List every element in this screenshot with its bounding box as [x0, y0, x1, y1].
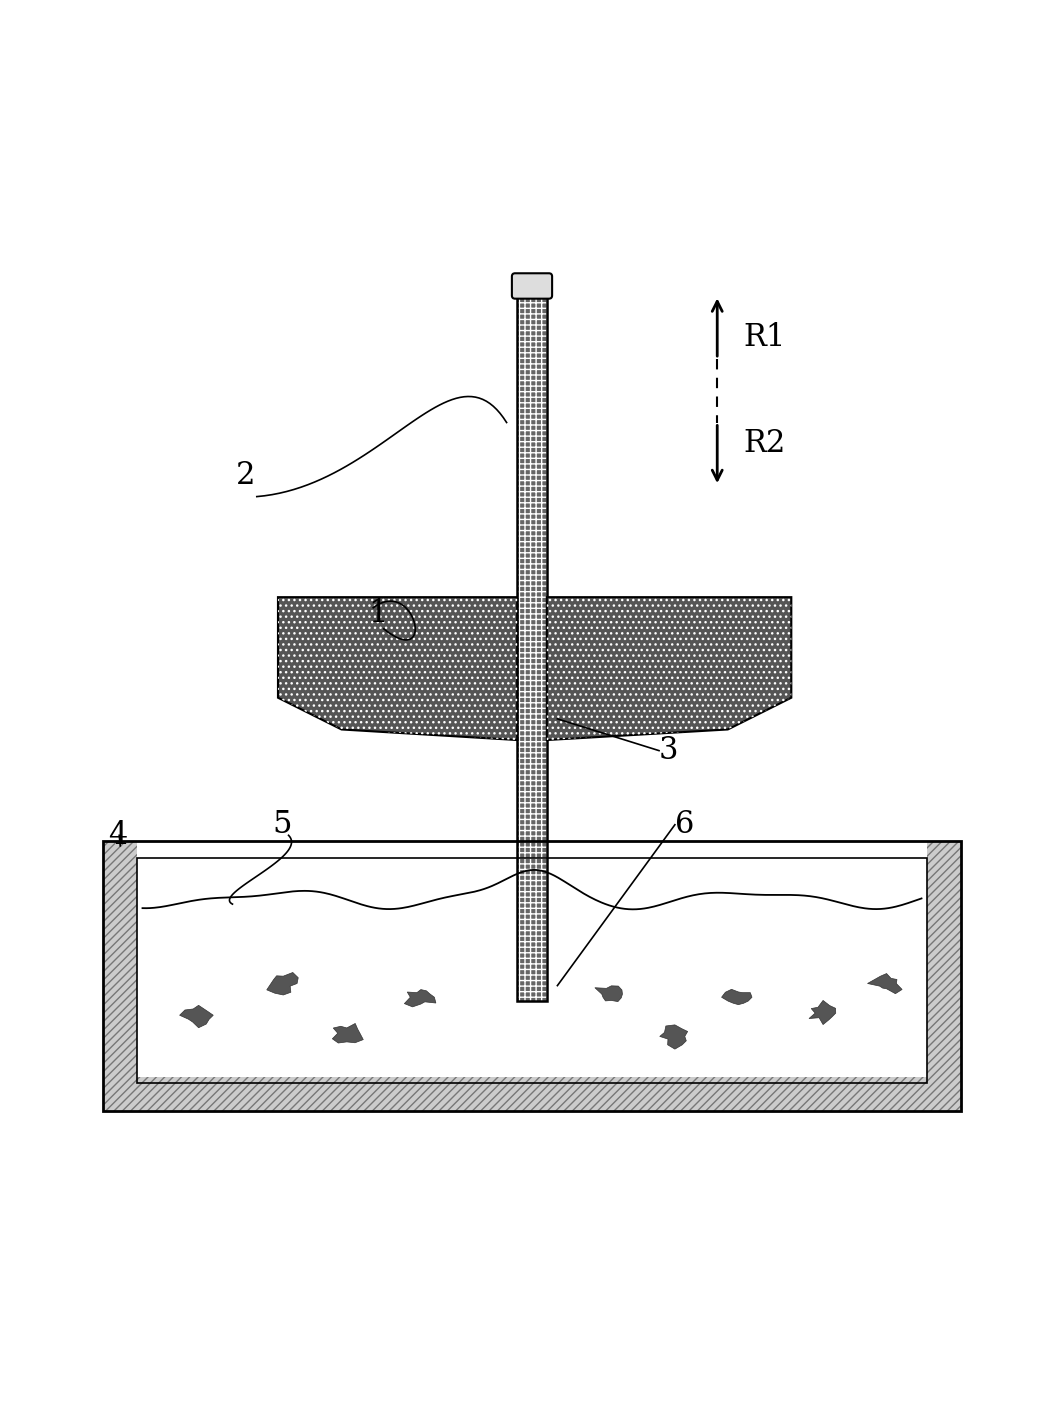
Polygon shape — [595, 986, 622, 1001]
Bar — [517, 295, 547, 1001]
Bar — [517, 295, 547, 1001]
Text: R1: R1 — [744, 322, 786, 353]
Polygon shape — [721, 990, 752, 1005]
Bar — [137, 858, 927, 1084]
Polygon shape — [267, 973, 298, 995]
Text: 4: 4 — [109, 820, 128, 851]
Bar — [103, 841, 137, 1111]
Text: 3: 3 — [659, 735, 679, 766]
Text: 5: 5 — [272, 810, 293, 841]
Polygon shape — [180, 1005, 213, 1028]
Polygon shape — [332, 1024, 363, 1043]
Bar — [517, 295, 547, 1001]
Text: R2: R2 — [744, 429, 786, 460]
Text: 2: 2 — [235, 460, 255, 491]
Polygon shape — [809, 1001, 835, 1025]
Text: 1: 1 — [368, 598, 387, 628]
Bar — [103, 1077, 961, 1111]
Polygon shape — [660, 1025, 687, 1049]
Polygon shape — [404, 990, 436, 1007]
FancyBboxPatch shape — [512, 273, 552, 298]
Polygon shape — [867, 973, 902, 994]
Bar — [103, 841, 961, 1111]
Polygon shape — [547, 598, 792, 740]
Polygon shape — [278, 598, 517, 740]
Bar — [103, 841, 961, 1111]
Text: 6: 6 — [675, 810, 695, 841]
Bar — [927, 841, 961, 1111]
